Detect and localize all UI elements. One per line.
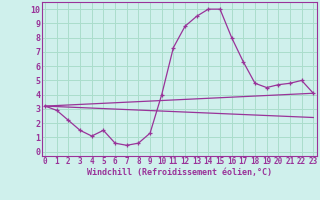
- X-axis label: Windchill (Refroidissement éolien,°C): Windchill (Refroidissement éolien,°C): [87, 168, 272, 177]
